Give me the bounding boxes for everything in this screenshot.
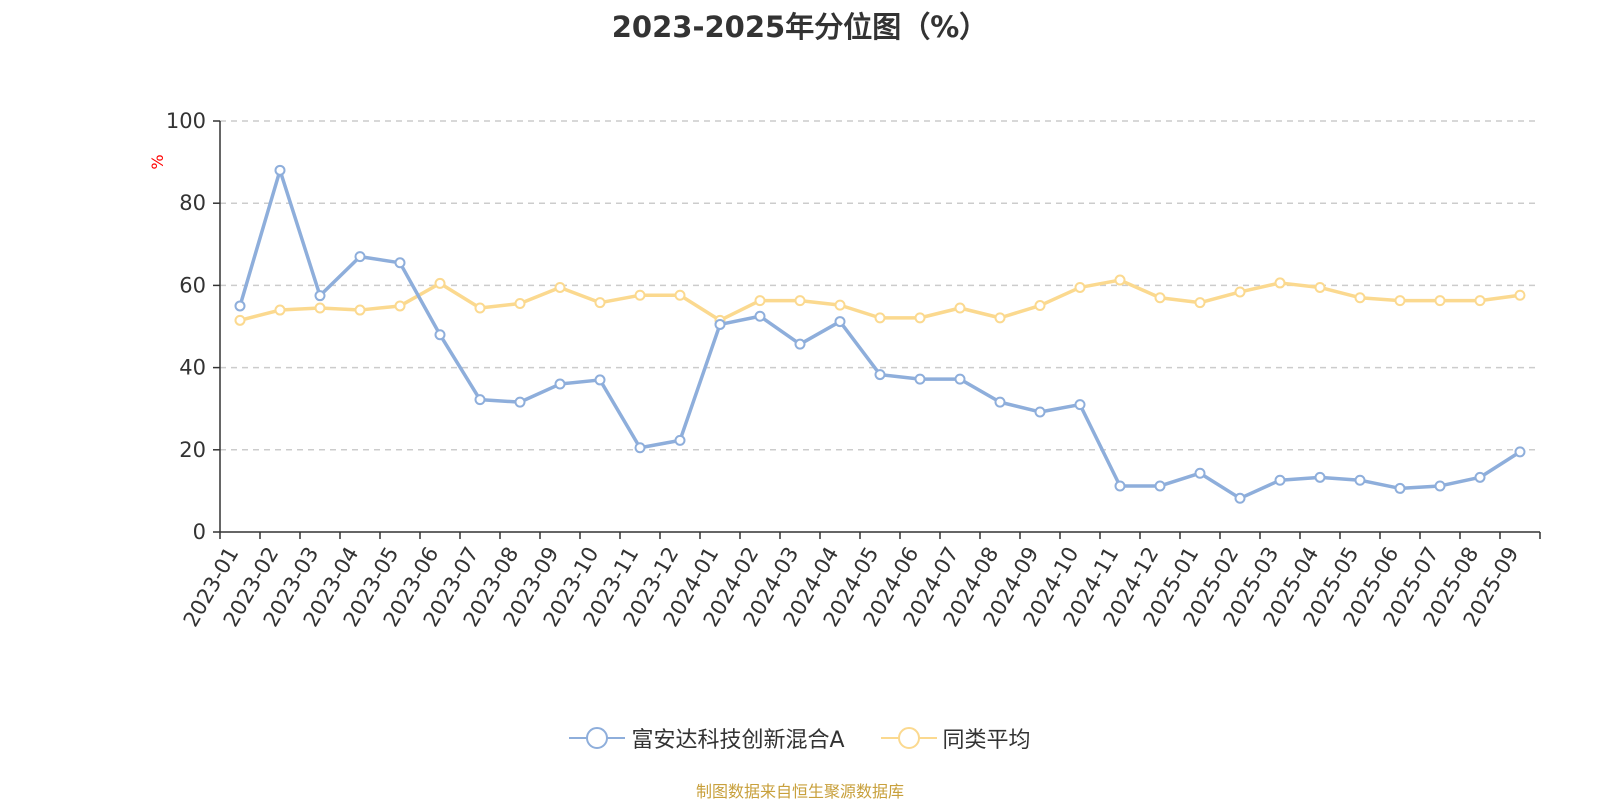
data-point[interactable] [1034,300,1046,312]
data-point[interactable] [954,302,966,314]
data-point[interactable] [794,338,806,350]
data-point[interactable] [354,251,366,263]
data-point[interactable] [394,257,406,269]
data-point[interactable] [1514,446,1526,458]
data-point[interactable] [1394,295,1406,307]
data-point[interactable] [1234,286,1246,298]
data-point[interactable] [1234,492,1246,504]
data-point[interactable] [1154,480,1166,492]
data-point[interactable] [674,289,686,301]
data-point[interactable] [754,295,766,307]
line-chart: 0204060801002023-012023-022023-032023-04… [148,109,1541,631]
data-point[interactable] [1434,295,1446,307]
data-point[interactable] [394,300,406,312]
chart-title: 2023-2025年分位图（%） [611,10,989,44]
data-point[interactable] [1394,482,1406,494]
axes: 0204060801002023-012023-022023-032023-04… [166,109,1541,631]
data-point[interactable] [1474,295,1486,307]
y-axis-label: % [148,154,167,169]
data-point[interactable] [474,302,486,314]
source-note: 制图数据来自恒生聚源数据库 [695,782,904,801]
data-point[interactable] [1434,480,1446,492]
y-tick-label: 40 [179,356,206,380]
y-tick-label: 100 [166,109,206,133]
data-point[interactable] [1114,480,1126,492]
data-point[interactable] [874,369,886,381]
data-point[interactable] [594,374,606,386]
legend: 富安达科技创新混合A 同类平均 [0,722,1600,754]
data-point[interactable] [674,434,686,446]
data-point[interactable] [754,310,766,322]
data-point[interactable] [1194,297,1206,309]
data-point[interactable] [514,297,526,309]
data-point[interactable] [914,312,926,324]
series-1 [234,274,1526,326]
data-point[interactable] [1474,471,1486,483]
data-point[interactable] [874,312,886,324]
data-point[interactable] [1074,281,1086,293]
legend-item-average[interactable]: 同类平均 [880,722,1031,754]
data-point[interactable] [1354,292,1366,304]
series-lines [234,164,1526,504]
data-point[interactable] [554,378,566,390]
data-point[interactable] [594,297,606,309]
data-point[interactable] [1314,281,1326,293]
data-point[interactable] [1194,467,1206,479]
data-point[interactable] [1154,292,1166,304]
data-point[interactable] [1514,289,1526,301]
data-point[interactable] [354,304,366,316]
data-point[interactable] [514,396,526,408]
data-point[interactable] [434,329,446,341]
data-point[interactable] [234,300,246,312]
data-point[interactable] [834,299,846,311]
y-tick-label: 20 [179,438,206,462]
data-point[interactable] [234,314,246,326]
legend-marker-average-icon [880,727,937,749]
legend-item-fund[interactable]: 富安达科技创新混合A [569,722,845,754]
data-point[interactable] [1314,471,1326,483]
data-point[interactable] [994,396,1006,408]
series-0 [234,164,1526,504]
data-point[interactable] [1034,406,1046,418]
grid-lines [220,120,1540,451]
legend-marker-fund-icon [569,727,626,749]
data-point[interactable] [634,442,646,454]
data-point[interactable] [794,295,806,307]
legend-label-fund: 富安达科技创新混合A [631,728,845,753]
data-point[interactable] [314,302,326,314]
y-tick-label: 60 [179,273,206,297]
data-point[interactable] [274,164,286,176]
data-point[interactable] [554,281,566,293]
data-point[interactable] [314,290,326,302]
data-point[interactable] [714,318,726,330]
data-point[interactable] [274,304,286,316]
data-point[interactable] [1114,274,1126,286]
data-point[interactable] [954,373,966,385]
data-point[interactable] [1274,474,1286,486]
data-point[interactable] [914,373,926,385]
legend-label-average: 同类平均 [942,728,1031,753]
data-point[interactable] [994,312,1006,324]
data-point[interactable] [474,394,486,406]
data-point[interactable] [634,289,646,301]
data-point[interactable] [1354,474,1366,486]
y-tick-label: 80 [179,191,206,215]
data-point[interactable] [1074,399,1086,411]
data-point[interactable] [434,277,446,289]
data-point[interactable] [1274,277,1286,289]
y-tick-label: 0 [193,520,206,544]
data-point[interactable] [834,316,846,328]
